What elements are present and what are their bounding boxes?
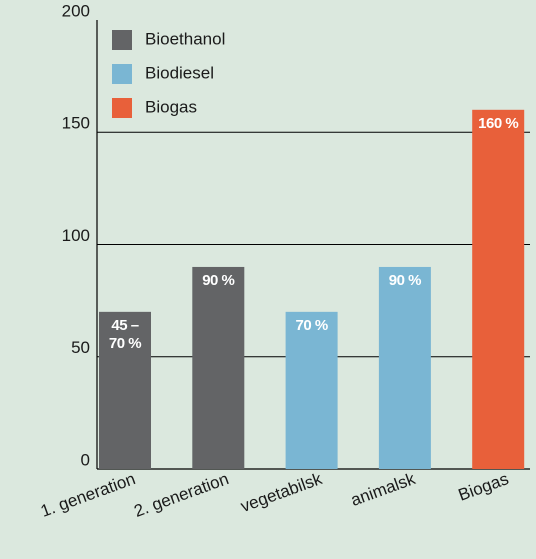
x-tick-label: animalsk bbox=[348, 469, 418, 510]
legend-swatch bbox=[112, 98, 132, 118]
legend-swatch bbox=[112, 30, 132, 50]
value-label: 45 – 70 % bbox=[108, 316, 142, 352]
bar bbox=[472, 109, 525, 470]
legend-label: Biogas bbox=[145, 97, 197, 116]
legend-swatch bbox=[112, 64, 132, 84]
value-label: 90 % bbox=[388, 271, 422, 289]
value-label: 160 % bbox=[478, 114, 519, 132]
y-tick-label: 100 bbox=[62, 226, 90, 245]
legend-label: Bioethanol bbox=[145, 29, 225, 48]
x-tick-label: 1. generation bbox=[38, 469, 138, 521]
y-tick-label: 50 bbox=[71, 338, 90, 357]
bar bbox=[99, 311, 151, 469]
value-label: 70 % bbox=[295, 316, 328, 334]
bar bbox=[192, 266, 245, 469]
value-label: 90 % bbox=[202, 271, 235, 289]
x-tick-label: vegetabilsk bbox=[238, 469, 325, 516]
y-tick-label: 0 bbox=[81, 450, 90, 469]
bar bbox=[378, 266, 431, 469]
x-tick-label: 2. generation bbox=[131, 469, 231, 521]
legend-label: Biodiesel bbox=[145, 63, 214, 82]
bar bbox=[285, 311, 338, 469]
x-tick-label: Biogas bbox=[456, 469, 511, 505]
y-tick-label: 200 bbox=[62, 1, 90, 20]
y-tick-label: 150 bbox=[62, 114, 90, 133]
